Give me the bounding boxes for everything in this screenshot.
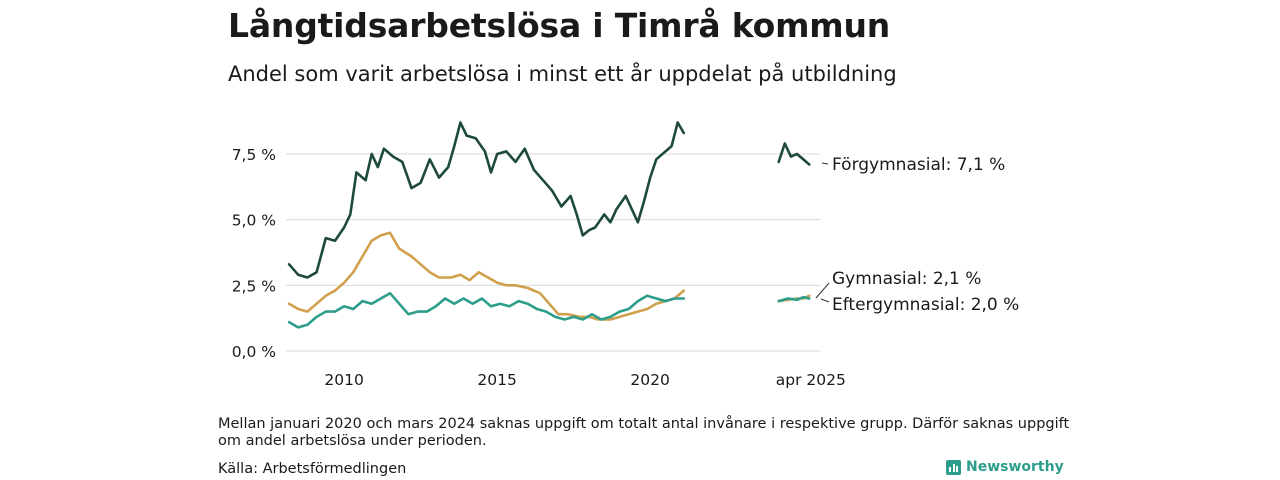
chart-title: Långtidsarbetslösa i Timrå kommun: [228, 6, 891, 45]
brand-logo[interactable]: Newsworthy: [946, 459, 1064, 475]
footnote: Mellan januari 2020 och mars 2024 saknas…: [218, 416, 1070, 449]
label-leader-f-rgymnasial: [821, 162, 829, 165]
series-line-f-rgymnasial: [287, 121, 686, 279]
label-leader-gymnasial: [815, 282, 830, 299]
series-line-f-rgymnasial: [777, 142, 811, 166]
y-tick-label: 7,5 %: [232, 146, 276, 164]
x-tick-label: 2015: [477, 371, 516, 389]
series-line-eftergymnasial: [777, 295, 811, 303]
newsworthy-logo-icon: [946, 459, 961, 475]
y-tick-label: 0,0 %: [232, 343, 276, 361]
series-label-f-rgymnasial: Förgymnasial: 7,1 %: [832, 155, 1005, 175]
series-label-gymnasial: Gymnasial: 2,1 %: [832, 269, 981, 289]
x-tick-label: apr 2025: [776, 371, 846, 389]
series-label-eftergymnasial: Eftergymnasial: 2,0 %: [832, 295, 1019, 315]
series-line-gymnasial: [287, 231, 686, 321]
label-leader-eftergymnasial: [820, 298, 830, 303]
chart-subtitle: Andel som varit arbetslösa i minst ett å…: [228, 62, 897, 86]
x-tick-label: 2010: [324, 371, 363, 389]
y-tick-label: 2,5 %: [232, 277, 276, 295]
brand-name: Newsworthy: [966, 459, 1064, 475]
source-text: Källa: Arbetsförmedlingen: [218, 461, 407, 477]
x-tick-label: 2020: [630, 371, 669, 389]
y-tick-label: 5,0 %: [232, 212, 276, 230]
series-line-eftergymnasial: [287, 291, 686, 329]
